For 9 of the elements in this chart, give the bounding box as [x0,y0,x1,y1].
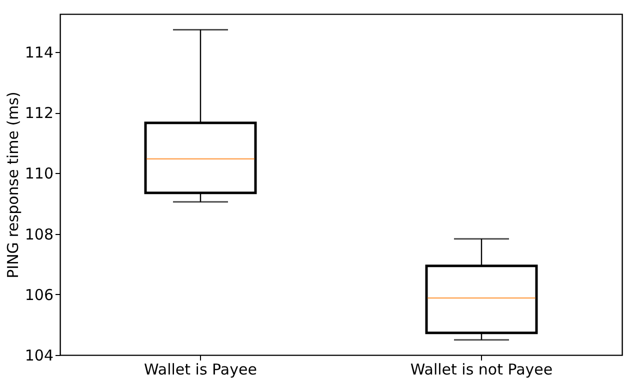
y-tick-label: 104 [24,346,54,364]
y-tick-label: 108 [24,225,54,244]
x-tick-label: Wallet is not Payee [410,360,553,378]
y-tick-label: 110 [24,164,54,183]
y-tick-label: 112 [24,104,54,122]
y-tick-label: 114 [24,43,54,62]
y-tick-label: 106 [24,286,54,304]
y-axis-title: PING response time (ms) [4,92,22,278]
x-tick-label: Wallet is Payee [144,360,257,378]
